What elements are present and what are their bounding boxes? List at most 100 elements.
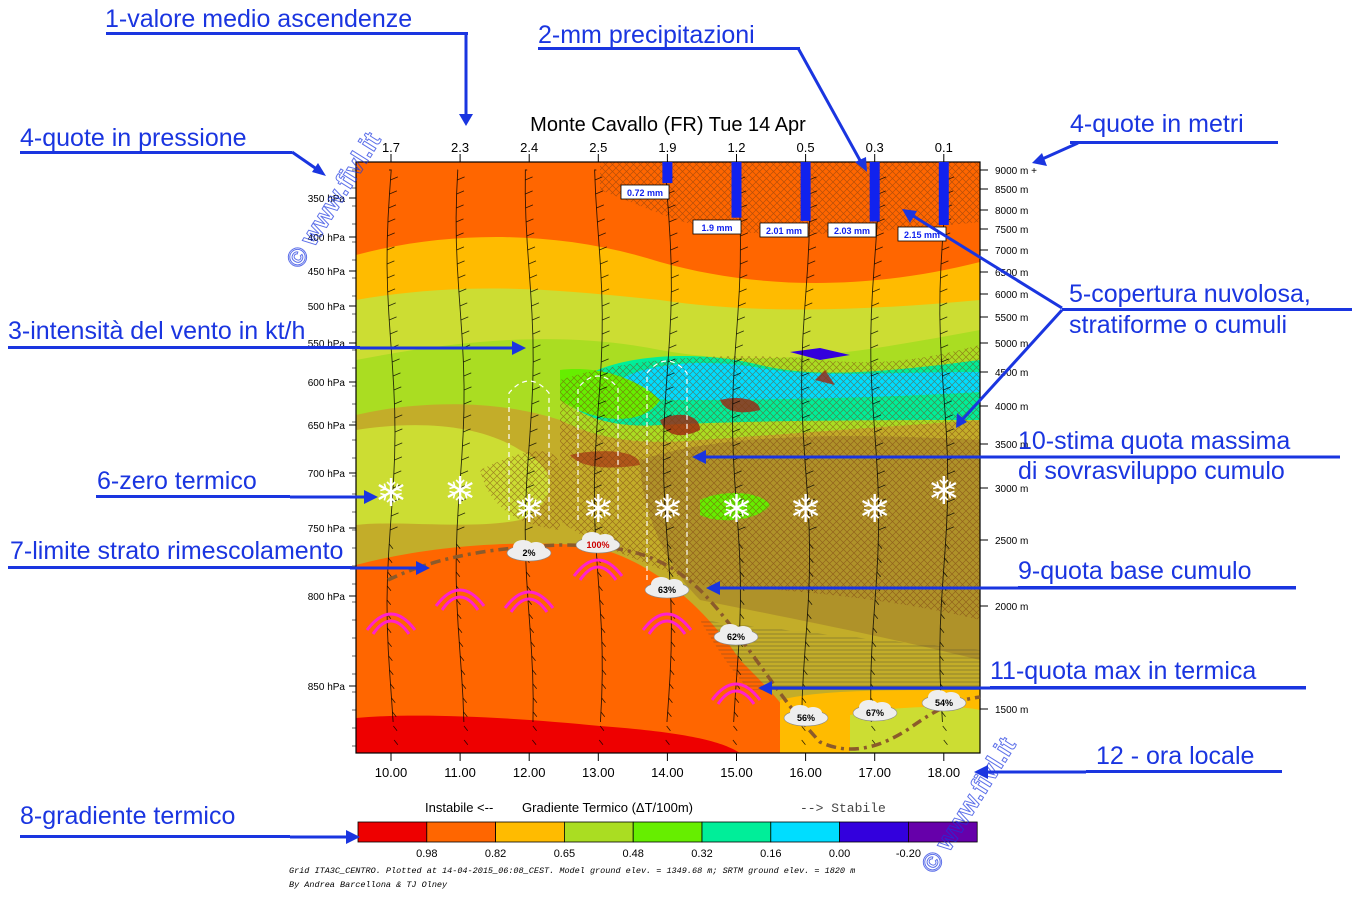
mean-updraft-label: 0.5 (797, 140, 815, 155)
wind-barb (671, 274, 679, 279)
wind-barb (872, 627, 878, 633)
cumulus-cover-label: 54% (935, 698, 953, 708)
wind-barb (386, 585, 392, 591)
wind-barb (871, 655, 876, 661)
wind-barb (460, 470, 469, 475)
wind-barb (870, 344, 879, 349)
wind-barb (601, 358, 609, 363)
wind-barb (457, 176, 465, 181)
wind-barb (809, 571, 814, 577)
wind-barb (526, 470, 535, 475)
wind-barb (463, 400, 472, 405)
hour-tick-label: 17.00 (858, 765, 891, 780)
wind-barb (532, 344, 541, 349)
wind-barb (390, 526, 398, 531)
pressure-tick-label: 750 hPa (308, 524, 346, 535)
wind-barb (804, 302, 813, 307)
wind-barb (739, 274, 748, 279)
wind-profile (593, 169, 610, 745)
wind-profile (386, 169, 403, 745)
wind-barb (875, 246, 883, 251)
wind-barb (388, 543, 394, 549)
wind-barb (732, 400, 741, 405)
wind-barb (870, 316, 879, 321)
pressure-tick-label: 500 hPa (308, 302, 346, 313)
legend-color-swatch (770, 821, 840, 843)
wind-barb (663, 484, 672, 489)
wind-barb (945, 414, 953, 419)
legend-color-swatch (839, 821, 909, 843)
wind-barb (666, 372, 675, 377)
wind-barb (809, 204, 818, 209)
hour-tick-label: 10.00 (375, 765, 408, 780)
gradient-field (356, 162, 980, 753)
wind-barb (665, 386, 674, 391)
wind-barb (943, 571, 948, 577)
pressure-tick-label: 700 hPa (308, 469, 346, 480)
pressure-tick-label: 850 hPa (308, 682, 346, 693)
wind-barb (530, 414, 539, 419)
legend-tick-label: 0.98 (416, 848, 437, 860)
wind-barb (737, 655, 743, 661)
wind-barb (738, 302, 746, 307)
annotation-underline (8, 346, 360, 349)
pressure-tick-label: 400 hPa (308, 233, 346, 244)
precipitation-bar (662, 162, 673, 184)
wind-barb (462, 697, 468, 703)
legend-tick-label: 0.16 (760, 848, 781, 860)
wind-barb (393, 470, 402, 475)
wind-barb (529, 428, 538, 433)
wind-barb (390, 330, 398, 335)
wind-barb (737, 316, 745, 321)
wind-barb (388, 655, 393, 661)
wind-barb (873, 274, 881, 279)
precipitation-label-box (692, 219, 742, 235)
wind-barb (527, 246, 536, 251)
wind-barb (803, 442, 812, 447)
wind-barb (599, 725, 605, 731)
wind-barb (525, 204, 534, 209)
wind-barb (739, 288, 747, 293)
wind-barb (598, 585, 603, 591)
wind-barb (458, 288, 467, 293)
altitude-tick-label: 4000 m (995, 402, 1028, 413)
snowflake-icon (654, 494, 681, 522)
wind-barb (602, 330, 610, 335)
wind-barb (941, 599, 946, 605)
wind-barb (740, 599, 745, 605)
wind-barb (939, 302, 948, 307)
wind-barb (392, 711, 397, 717)
wind-barb (939, 669, 945, 675)
wind-barb (594, 484, 602, 489)
wind-barb (596, 428, 605, 433)
wind-barb (601, 669, 607, 675)
wind-barb (939, 316, 948, 321)
wind-barb (671, 288, 679, 293)
wind-barb (669, 232, 678, 237)
wind-barb (394, 442, 403, 447)
wind-staff (386, 169, 396, 723)
wind-barb (740, 232, 748, 237)
wind-barb (598, 739, 604, 745)
wind-barb (669, 683, 674, 689)
wind-barb (594, 526, 603, 531)
wind-barb (740, 246, 749, 251)
wind-barb (875, 442, 884, 447)
wind-barb (874, 428, 883, 433)
wind-barb (389, 190, 398, 195)
precipitation-label: 2.01 mm (766, 226, 802, 236)
wind-barb (669, 571, 674, 577)
wind-staff (939, 169, 949, 723)
wind-barb (531, 655, 536, 661)
wind-barb (877, 484, 886, 489)
wind-barb (877, 543, 883, 549)
cumulus-cover-label: 62% (727, 632, 745, 642)
wind-barb (394, 428, 403, 433)
wind-barb (806, 484, 815, 489)
wind-barb (944, 400, 952, 405)
wind-barb (871, 302, 880, 307)
precipitation-bar (731, 162, 742, 218)
cumulus-cover-label: 67% (866, 708, 884, 718)
wind-barb (939, 655, 944, 661)
wind-barb (599, 246, 607, 251)
